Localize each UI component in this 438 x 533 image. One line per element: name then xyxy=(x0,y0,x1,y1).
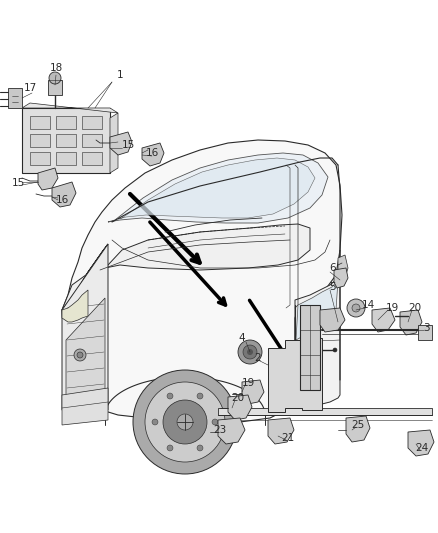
Circle shape xyxy=(133,370,237,474)
Circle shape xyxy=(243,345,257,359)
Text: 3: 3 xyxy=(423,323,429,333)
Text: 18: 18 xyxy=(49,63,63,73)
Polygon shape xyxy=(300,305,320,390)
Circle shape xyxy=(307,355,317,365)
Text: 6: 6 xyxy=(330,263,336,273)
Polygon shape xyxy=(82,134,102,147)
Text: 21: 21 xyxy=(281,433,295,443)
Polygon shape xyxy=(30,116,50,129)
Circle shape xyxy=(145,382,225,462)
Text: 20: 20 xyxy=(231,393,244,403)
Polygon shape xyxy=(82,116,102,129)
Circle shape xyxy=(238,340,262,364)
Circle shape xyxy=(163,400,207,444)
Polygon shape xyxy=(338,255,348,278)
Circle shape xyxy=(212,419,218,425)
Polygon shape xyxy=(22,103,118,113)
Polygon shape xyxy=(30,152,50,165)
Polygon shape xyxy=(52,182,76,207)
Polygon shape xyxy=(110,132,132,155)
Text: 14: 14 xyxy=(361,300,374,310)
Circle shape xyxy=(333,348,337,352)
Polygon shape xyxy=(242,380,264,404)
Polygon shape xyxy=(56,134,76,147)
Circle shape xyxy=(247,349,253,355)
Polygon shape xyxy=(295,250,340,408)
Text: 17: 17 xyxy=(23,83,37,93)
Polygon shape xyxy=(218,408,432,415)
Text: 15: 15 xyxy=(121,140,134,150)
Polygon shape xyxy=(346,416,370,442)
Polygon shape xyxy=(38,168,58,190)
Polygon shape xyxy=(418,325,432,340)
Text: 15: 15 xyxy=(11,178,25,188)
Polygon shape xyxy=(62,224,310,310)
Text: 5: 5 xyxy=(330,282,336,292)
Circle shape xyxy=(177,414,193,430)
Text: 1: 1 xyxy=(117,70,124,80)
Polygon shape xyxy=(22,108,110,173)
Polygon shape xyxy=(320,308,345,332)
Text: 19: 19 xyxy=(385,303,399,313)
Text: 16: 16 xyxy=(145,148,159,158)
Circle shape xyxy=(347,299,365,317)
Circle shape xyxy=(167,445,173,451)
Polygon shape xyxy=(48,80,62,95)
Polygon shape xyxy=(62,140,342,422)
Circle shape xyxy=(197,393,203,399)
Circle shape xyxy=(49,72,61,84)
Text: 16: 16 xyxy=(55,195,69,205)
Polygon shape xyxy=(334,268,348,288)
Text: 24: 24 xyxy=(415,443,429,453)
Polygon shape xyxy=(56,116,76,129)
Polygon shape xyxy=(62,388,108,425)
Polygon shape xyxy=(56,152,76,165)
Polygon shape xyxy=(218,418,245,444)
Polygon shape xyxy=(66,298,105,405)
Polygon shape xyxy=(408,430,434,456)
Circle shape xyxy=(197,445,203,451)
Polygon shape xyxy=(108,153,328,223)
Polygon shape xyxy=(142,143,164,166)
Circle shape xyxy=(74,349,86,361)
Circle shape xyxy=(352,304,360,312)
Circle shape xyxy=(167,393,173,399)
Polygon shape xyxy=(62,244,108,410)
Polygon shape xyxy=(296,280,338,340)
Polygon shape xyxy=(268,418,294,444)
Polygon shape xyxy=(30,134,50,147)
Text: 19: 19 xyxy=(241,378,254,388)
Polygon shape xyxy=(268,338,322,412)
Polygon shape xyxy=(228,395,252,420)
Text: 2: 2 xyxy=(254,353,261,363)
Circle shape xyxy=(77,352,83,358)
Text: 25: 25 xyxy=(351,420,364,430)
Polygon shape xyxy=(110,113,118,173)
Polygon shape xyxy=(372,308,395,332)
Polygon shape xyxy=(82,152,102,165)
Text: 20: 20 xyxy=(409,303,421,313)
Polygon shape xyxy=(62,244,108,310)
Text: 23: 23 xyxy=(213,425,226,435)
Circle shape xyxy=(152,419,158,425)
Polygon shape xyxy=(8,88,22,108)
Text: 4: 4 xyxy=(239,333,245,343)
Polygon shape xyxy=(62,290,88,322)
Polygon shape xyxy=(118,158,315,219)
Polygon shape xyxy=(400,310,422,335)
